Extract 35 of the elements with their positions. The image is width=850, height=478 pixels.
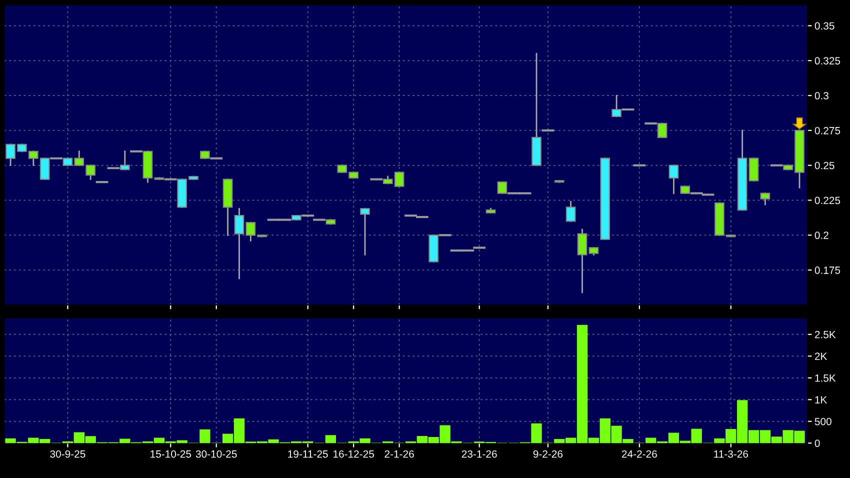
- candlestick: [234, 208, 244, 280]
- candlestick: [360, 208, 370, 256]
- y-tick-label: 0: [814, 440, 820, 447]
- candlestick: [577, 228, 588, 294]
- candlestick: [612, 94, 622, 118]
- x-tick-label: 24-2-26: [622, 450, 657, 458]
- candlestick: [668, 164, 679, 194]
- x-tick-label: 16-12-25: [334, 450, 374, 458]
- x-tick-label: 30-10-25: [196, 450, 237, 458]
- x-tick-label: 19-11-25: [288, 450, 328, 458]
- y-tick-label: 1.5K: [815, 374, 836, 382]
- y-tick-label: 500: [814, 418, 832, 426]
- y-tick-label: 0.2: [814, 232, 828, 240]
- y-tick-label: 2K: [814, 352, 828, 360]
- y-tick-label: 0.25: [814, 162, 834, 170]
- candlestick: [748, 158, 759, 182]
- y-tick-label: 0.325: [814, 57, 840, 65]
- y-tick-label: 0.3: [814, 92, 828, 100]
- y-tick-label: 0.225: [814, 196, 840, 204]
- y-tick-label: 0.175: [814, 266, 840, 274]
- x-tick-label: 30-9-25: [50, 450, 86, 458]
- x-tick-label: 15-10-25: [150, 450, 192, 458]
- y-tick-label: 2.5K: [814, 330, 836, 338]
- candlestick: [566, 200, 576, 222]
- candlestick: [497, 181, 508, 194]
- candlestick: [760, 192, 770, 206]
- y-tick-label: 0.35: [814, 22, 834, 30]
- x-tick-label: 11-3-26: [714, 450, 748, 458]
- candlestick: [120, 150, 130, 170]
- candlestick: [657, 122, 668, 138]
- x-tick-label: 23-1-26: [462, 450, 497, 458]
- y-tick-label: 1K: [815, 396, 828, 404]
- x-tick-label: 9-2-26: [533, 450, 563, 458]
- y-tick-label: 0.275: [814, 126, 840, 134]
- x-tick-label: 2-1-26: [384, 450, 414, 458]
